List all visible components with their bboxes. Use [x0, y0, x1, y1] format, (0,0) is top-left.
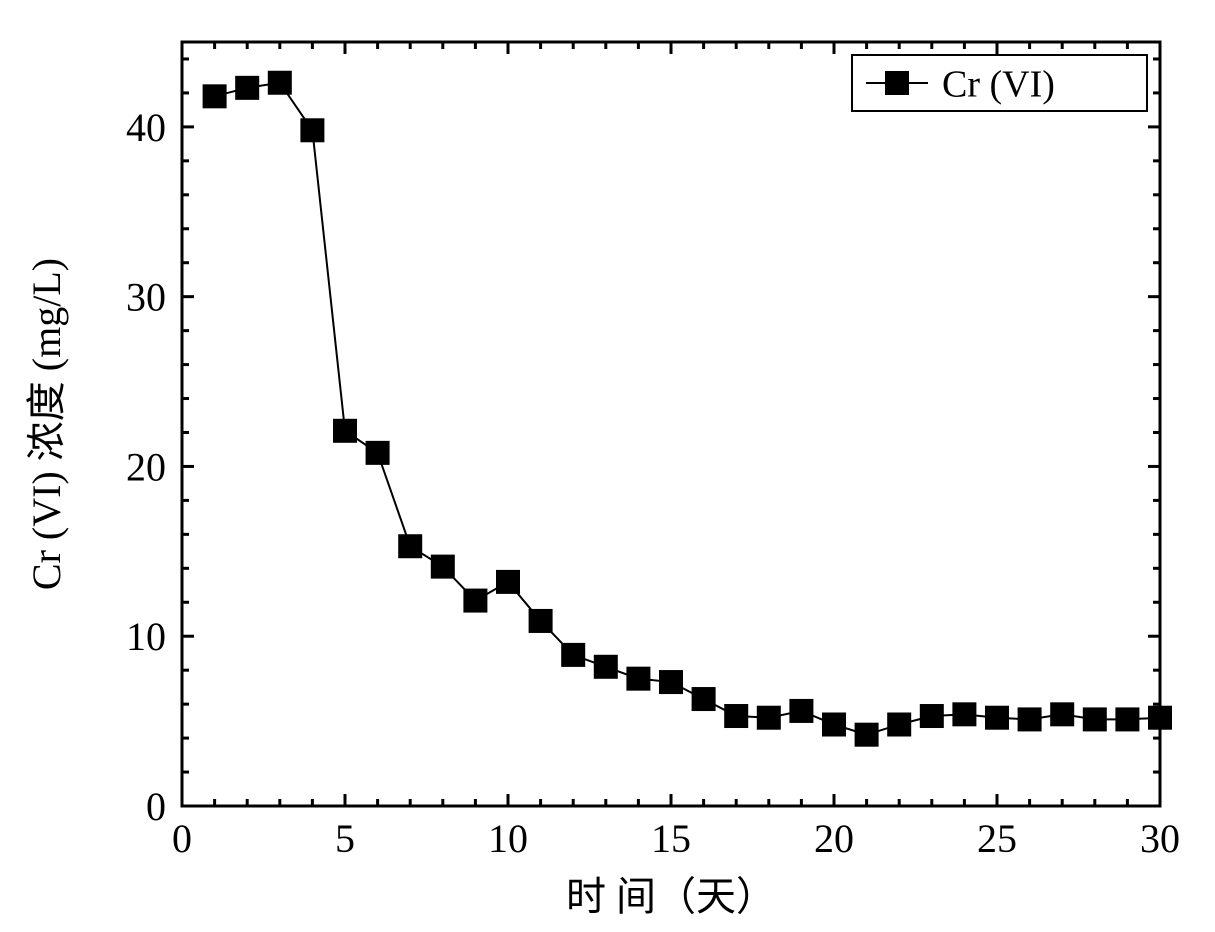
- series-marker: [1115, 707, 1139, 731]
- y-tick-label: 20: [126, 444, 166, 489]
- y-tick-label: 10: [126, 614, 166, 659]
- legend-sample-marker: [885, 71, 909, 95]
- series-marker: [496, 570, 520, 594]
- series-marker: [398, 534, 422, 558]
- series-marker: [463, 589, 487, 613]
- series-marker: [887, 713, 911, 737]
- series-marker: [985, 706, 1009, 730]
- series-marker: [431, 555, 455, 579]
- series-marker: [822, 713, 846, 737]
- series-marker: [300, 118, 324, 142]
- x-tick-label: 15: [651, 816, 691, 861]
- series-marker: [855, 723, 879, 747]
- series-marker: [692, 687, 716, 711]
- series-marker: [789, 699, 813, 723]
- series-marker: [757, 706, 781, 730]
- series-marker: [1148, 706, 1172, 730]
- series-marker: [235, 76, 259, 100]
- y-tick-label: 30: [126, 275, 166, 320]
- x-tick-label: 10: [488, 816, 528, 861]
- series-marker: [626, 667, 650, 691]
- series-marker: [952, 702, 976, 726]
- x-tick-label: 25: [977, 816, 1017, 861]
- series-marker: [561, 643, 585, 667]
- series-marker: [659, 670, 683, 694]
- series-marker: [203, 84, 227, 108]
- x-axis-label: 时 间（天）: [566, 874, 776, 919]
- x-tick-label: 20: [814, 816, 854, 861]
- series-marker: [920, 704, 944, 728]
- series-marker: [1050, 702, 1074, 726]
- y-tick-label: 0: [146, 784, 166, 829]
- series-marker: [1018, 707, 1042, 731]
- chart-container: 0 5 10 15 20 25 30 0 10 20 30 40 时 间（天） Cr (VI) 浓度 (m…: [0, 0, 1215, 932]
- series-marker: [594, 655, 618, 679]
- series-marker: [724, 704, 748, 728]
- series-marker: [333, 419, 357, 443]
- series-line: [215, 83, 1160, 735]
- x-tick-label: 30: [1140, 816, 1180, 861]
- y-tick-label: 40: [126, 105, 166, 150]
- x-tick-label: 5: [335, 816, 355, 861]
- series-marker: [529, 609, 553, 633]
- series-marker: [366, 441, 390, 465]
- series-marker: [1083, 707, 1107, 731]
- cr6-concentration-chart: 0 5 10 15 20 25 30 0 10 20 30 40 时 间（天） Cr (VI) 浓度 (m…: [0, 0, 1215, 927]
- legend-label: Cr (VI): [942, 63, 1055, 105]
- y-axis-label: Cr (VI) 浓度 (mg/L): [24, 258, 69, 590]
- x-tick-label: 0: [172, 816, 192, 861]
- series-marker: [268, 71, 292, 95]
